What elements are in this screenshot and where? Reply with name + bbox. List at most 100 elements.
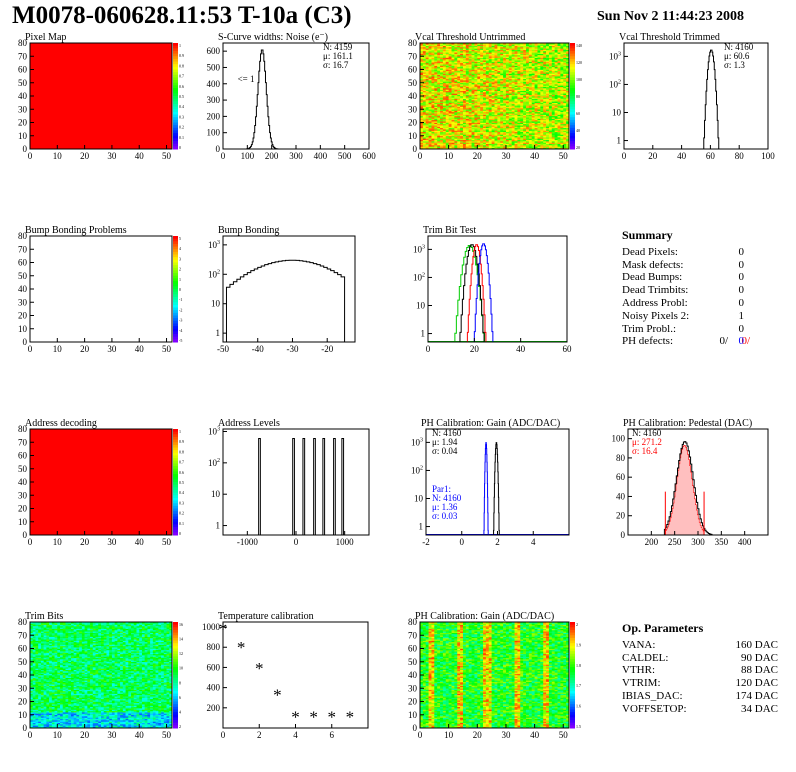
heatmap-cell	[534, 46, 538, 49]
heatmap-cell	[528, 76, 533, 78]
heatmap-cell	[548, 121, 553, 123]
palette-cell	[570, 58, 575, 63]
heatmap-cell	[566, 102, 570, 105]
heatmap-cell	[480, 146, 484, 148]
heatmap-cell	[428, 53, 432, 56]
heatmap-cell	[554, 129, 558, 131]
heatmap-cell	[560, 81, 564, 84]
heatmap-cell	[543, 126, 547, 129]
heatmap-cell	[454, 121, 458, 123]
heatmap-cell	[422, 101, 427, 103]
heatmap-cell	[503, 142, 507, 144]
heatmap-cell	[32, 708, 36, 710]
heatmap-cell	[457, 102, 461, 105]
heatmap-cell	[460, 119, 464, 122]
heatmap-cell	[497, 64, 501, 66]
heatmap-cell	[563, 143, 567, 146]
heatmap-cell	[485, 125, 490, 127]
heatmap-cell	[32, 714, 36, 717]
heatmap-cell	[560, 62, 564, 65]
heatmap-cell	[474, 127, 478, 130]
palette-cell	[173, 431, 178, 435]
heatmap-cell	[497, 121, 501, 123]
heatmap-cell	[514, 62, 518, 65]
heatmap-cell	[35, 672, 39, 674]
heatmap-cell	[554, 60, 558, 62]
heatmap-cell	[428, 135, 432, 138]
heatmap-cell	[477, 65, 481, 68]
heatmap-cell	[457, 90, 461, 93]
heatmap-cell	[38, 717, 42, 720]
heatmap-cell	[508, 43, 512, 45]
heatmap-cell	[488, 77, 492, 80]
heatmap-cell	[468, 114, 472, 117]
heatmap-cell	[491, 52, 495, 54]
heatmap-cell	[514, 77, 518, 80]
heatmap-cell	[437, 122, 441, 125]
heatmap-cell	[440, 82, 444, 85]
heatmap-cell	[526, 122, 530, 125]
heatmap-cell	[551, 113, 555, 115]
heatmap-cell	[460, 78, 464, 81]
heatmap-cell	[422, 80, 427, 82]
palette-cell	[173, 236, 178, 240]
heatmap-cell	[428, 74, 432, 77]
heatmap-cell	[471, 98, 475, 101]
heatmap-cell	[517, 102, 521, 105]
heatmap-cell	[431, 141, 435, 143]
heatmap-cell	[537, 141, 541, 143]
heatmap-cell	[500, 43, 504, 45]
heatmap-cell	[457, 60, 461, 62]
heatmap-cell	[505, 96, 510, 98]
heatmap-cell	[32, 726, 36, 729]
heatmap-cell	[38, 714, 42, 717]
heatmap-cell	[491, 94, 495, 97]
heatmap-cell	[457, 48, 461, 50]
palette-tick-label: 0	[179, 287, 181, 292]
heatmap-cell	[534, 121, 538, 123]
heatmap-cell	[508, 123, 512, 126]
heatmap-cell	[537, 127, 541, 130]
heatmap-cell	[566, 57, 570, 60]
heatmap-cell	[38, 652, 42, 655]
heatmap-cell	[422, 147, 427, 150]
heatmap-cell	[35, 718, 39, 721]
heatmap-cell	[422, 78, 427, 81]
heatmap-cell	[483, 122, 487, 125]
heatmap-cell	[480, 106, 484, 109]
heatmap-cell	[548, 98, 553, 101]
heatmap-cell	[420, 57, 424, 60]
heatmap-cell	[483, 126, 487, 129]
heatmap-cell	[32, 639, 36, 641]
heatmap-cell	[440, 66, 444, 69]
heatmap-cell	[35, 659, 39, 661]
heatmap-cell	[500, 99, 504, 102]
heatmap-cell	[422, 123, 427, 126]
heatmap-cell	[451, 119, 455, 122]
heatmap-cell	[503, 60, 507, 62]
heatmap-cell	[543, 53, 547, 56]
heatmap-cell	[517, 130, 521, 133]
heatmap-cell	[30, 686, 34, 689]
heatmap-cell	[35, 681, 39, 684]
heatmap-cell	[30, 717, 34, 720]
heatmap-cell	[480, 94, 484, 97]
heatmap-cell	[560, 139, 564, 142]
heatmap-cell	[454, 50, 458, 53]
heatmap-cell	[460, 69, 464, 72]
heatmap-cell	[440, 123, 444, 126]
heatmap-cell	[494, 125, 498, 127]
heatmap-cell	[548, 44, 553, 46]
heatmap-cell	[537, 53, 541, 56]
heatmap-cell	[460, 125, 464, 127]
heatmap-cell	[497, 142, 501, 144]
heatmap-cell	[454, 85, 458, 88]
heatmap-cell	[511, 110, 515, 113]
heatmap-cell	[465, 60, 470, 62]
heatmap-cell	[511, 93, 515, 95]
heatmap-cell	[454, 102, 458, 105]
heatmap-cell	[448, 57, 452, 60]
heatmap-cell	[483, 130, 487, 133]
heatmap-cell	[531, 123, 535, 126]
